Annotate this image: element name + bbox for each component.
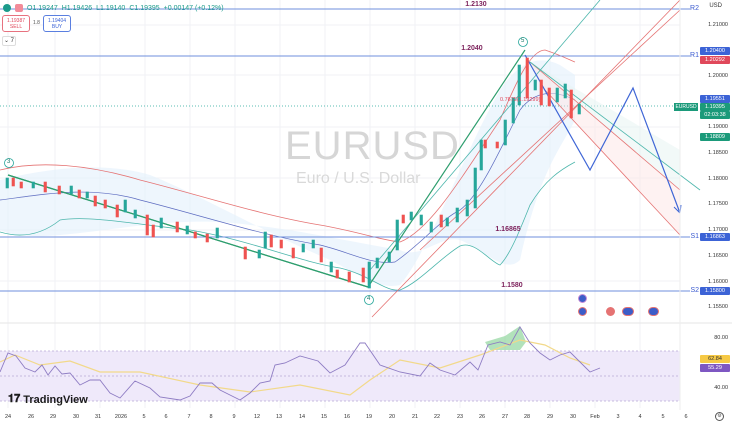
time-tick: 31 (94, 414, 102, 420)
visibility-toggle-icon[interactable] (3, 4, 11, 12)
close-value: C1.19395 (129, 4, 160, 12)
time-tick: 30 (72, 414, 80, 420)
low-value: L1.19140 (96, 4, 126, 12)
time-tick: 23 (456, 414, 464, 420)
time-tick: 14 (298, 414, 306, 420)
time-tick: Feb (590, 414, 600, 420)
fib-label: 0.7675(1.19299) (500, 97, 541, 103)
last-price-tag: 1.19395 (700, 103, 730, 111)
wave-4-label: 4 (367, 296, 371, 302)
time-tick: 7 (187, 414, 191, 420)
menu-icon[interactable] (15, 4, 23, 12)
time-tick: 26 (478, 414, 486, 420)
symbol-watermark: EURUSD (285, 124, 460, 168)
us-flag-event-icon[interactable] (622, 307, 634, 316)
rsi-ma-tag: 62.84 (700, 355, 730, 363)
time-tick: 5 (142, 414, 146, 420)
bb-upper-tag: 1.19551 (700, 95, 730, 103)
settings-gear-icon[interactable]: ⚙ (715, 412, 724, 421)
r1-price-tag: 1.20400 (700, 47, 730, 55)
time-tick: 26 (27, 414, 35, 420)
price-tick: 1.19000 (708, 124, 728, 130)
open-value: O1.19247 (27, 4, 58, 12)
price-tick: 1.16000 (708, 279, 728, 285)
time-tick: 13 (275, 414, 283, 420)
r1-tag: R1 (690, 52, 699, 59)
r2-tag: R2 (690, 5, 699, 12)
r2-value-label: 1.2130 (465, 1, 487, 8)
time-tick: 28 (523, 414, 531, 420)
indicators-collapse-button[interactable]: ⌄ 7 (2, 36, 16, 46)
buy-price: 1.19404 (47, 18, 67, 24)
r1-value-label: 1.2040 (461, 45, 483, 52)
time-tick: 15 (320, 414, 328, 420)
sell-price: 1.19387 (6, 18, 26, 24)
price-tick: 1.21000 (708, 22, 728, 28)
change-value: +0.00147 (+0.12%) (163, 4, 224, 12)
event-icon[interactable] (578, 294, 587, 303)
s1-price-tag: 1.16863 (700, 233, 730, 241)
price-tick: 1.15500 (708, 304, 728, 310)
time-tick: 6 (164, 414, 168, 420)
symbol-price-tag: EURUSD (674, 103, 698, 111)
tradingview-logo-icon: 𝟏𝟕 (8, 393, 21, 405)
price-tick: 1.20000 (708, 73, 728, 79)
rsi-tick: 80.00 (714, 335, 728, 341)
time-tick: 19 (365, 414, 373, 420)
time-tick: 29 (49, 414, 57, 420)
rsi-tick: 40.00 (714, 385, 728, 391)
time-tick: 27 (501, 414, 509, 420)
s1-tag: S1 (690, 233, 699, 240)
s2-tag: S2 (690, 287, 699, 294)
wave-5-label: 5 (521, 38, 525, 44)
time-tick: 8 (209, 414, 213, 420)
r1-red-price-tag: 1.20292 (700, 56, 730, 64)
high-value: H1.19426 (61, 4, 93, 12)
time-tick: 5 (661, 414, 665, 420)
time-tick: 22 (433, 414, 441, 420)
us-flag-event-icon[interactable] (648, 307, 659, 316)
currency-selector[interactable]: USD (709, 3, 722, 9)
time-tick: 9 (232, 414, 236, 420)
us-flag-event-icon[interactable] (606, 307, 615, 316)
price-tick: 1.16500 (708, 253, 728, 259)
price-tick: 1.18500 (708, 150, 728, 156)
buy-label: BUY (51, 24, 63, 30)
s2-price-tag: 1.15800 (700, 287, 730, 295)
time-tick: 2026 (114, 414, 128, 420)
brand-name: TradingView (23, 393, 88, 406)
buy-button[interactable]: 1.19404 BUY (43, 15, 71, 32)
time-tick: 16 (343, 414, 351, 420)
s1-value-label: 1.16865 (495, 226, 521, 233)
time-tick: 4 (638, 414, 642, 420)
tradingview-logo[interactable]: 𝟏𝟕 TradingView (8, 393, 88, 406)
us-flag-event-icon[interactable] (578, 307, 587, 316)
ohlc-legend: O1.19247 H1.19426 L1.19140 C1.19395 +0.0… (3, 2, 224, 14)
countdown-tag: 02:03:38 (700, 111, 730, 119)
s2-value-label: 1.1580 (501, 282, 523, 289)
time-tick: 6 (684, 414, 688, 420)
time-tick: 29 (546, 414, 554, 420)
price-tick: 1.17000 (708, 227, 728, 233)
sell-label: SELL (9, 24, 23, 30)
price-tick: 1.17500 (708, 201, 728, 207)
time-tick: 3 (616, 414, 620, 420)
symbol-name-watermark: Euro / U.S. Dollar (296, 170, 421, 187)
time-tick: 12 (253, 414, 261, 420)
price-tick: 1.18000 (708, 176, 728, 182)
sell-button[interactable]: 1.19387 SELL (2, 15, 30, 32)
spread-value: 1.8 (33, 20, 40, 26)
time-tick: 21 (411, 414, 419, 420)
rsi-value-tag: 55.29 (700, 364, 730, 372)
time-tick: 24 (4, 414, 12, 420)
time-tick: 30 (569, 414, 577, 420)
wave-3-label: 3 (7, 159, 11, 165)
bb-lower-tag: 1.18809 (700, 133, 730, 141)
time-tick: 20 (388, 414, 396, 420)
